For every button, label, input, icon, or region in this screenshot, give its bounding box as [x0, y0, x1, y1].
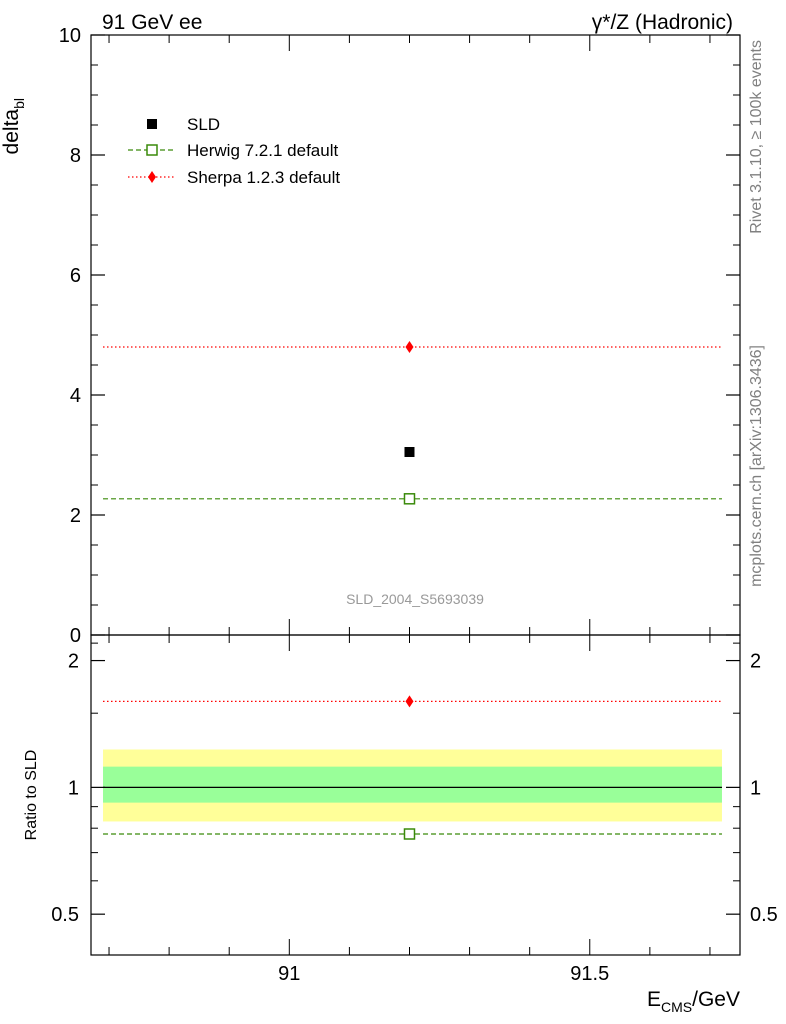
main-y-tick-label: 6 [70, 265, 81, 287]
ratio-inner-band [103, 766, 722, 803]
sld-data-point [404, 447, 415, 457]
ratio-y-axis-label: Ratio to SLD [23, 750, 40, 841]
x-tick-label: 91.5 [570, 963, 609, 985]
main-y-tick-label: 2 [70, 505, 81, 527]
main-y-tick-label: 0 [70, 625, 81, 647]
ratio-y-tick-label-right: 0.5 [750, 904, 778, 926]
legend-sherpa-label: Sherpa 1.2.3 default [187, 168, 340, 187]
ratio-y-tick-label: 0.5 [51, 904, 79, 926]
ratio-herwig-marker [403, 828, 416, 840]
ratio-y-tick-label-right: 2 [750, 651, 761, 673]
main-y-tick-label: 10 [59, 25, 81, 47]
ratio-y-tick-label: 2 [68, 651, 79, 673]
ratio-content [103, 695, 722, 840]
legend: SLD Herwig 7.2.1 default Sherpa 1.2.3 defa… [128, 115, 340, 187]
ratio-ticks: 91 91.5 0.5 0.5 1 1 2 2 [51, 635, 778, 985]
ratio-frame [90, 634, 741, 956]
ratio-y-tick-label: 1 [68, 777, 79, 799]
main-y-tick-label: 4 [70, 385, 81, 407]
herwig-marker [403, 493, 416, 505]
x-axis-label: ECMS/GeV [647, 988, 740, 1015]
main-y-axis-label: deltabl [0, 98, 27, 154]
main-content [103, 341, 722, 505]
mcplots-label: mcplots.cern.ch [arXiv:1306.3436] [748, 345, 765, 587]
legend-sld-marker [147, 119, 157, 129]
analysis-watermark: SLD_2004_S5693039 [346, 591, 484, 607]
sherpa-marker [405, 341, 414, 353]
main-ticks: 0 2 4 6 8 10 [59, 25, 740, 647]
legend-herwig-label: Herwig 7.2.1 default [187, 141, 338, 160]
ratio-sherpa-marker [405, 695, 414, 708]
header-left-label: 91 GeV ee [102, 11, 202, 34]
x-tick-label: 91 [278, 963, 300, 985]
ratio-y-tick-label-right: 1 [750, 777, 761, 799]
rivet-version-label: Rivet 3.1.10, ≥ 100k events [748, 40, 765, 234]
legend-sherpa-marker [148, 171, 156, 183]
header-right-label: γ*/Z (Hadronic) [592, 11, 733, 34]
main-y-tick-label: 8 [70, 145, 81, 167]
legend-herwig-marker [146, 144, 158, 156]
legend-sld-label: SLD [187, 115, 220, 134]
main-panel: 0 2 4 6 8 10 deltabl SLD_2004_S5693039 SLD Her… [0, 25, 741, 647]
ratio-panel: 91 91.5 0.5 0.5 1 1 2 2 Ratio to SLD ECMS/GeV [23, 634, 778, 1015]
